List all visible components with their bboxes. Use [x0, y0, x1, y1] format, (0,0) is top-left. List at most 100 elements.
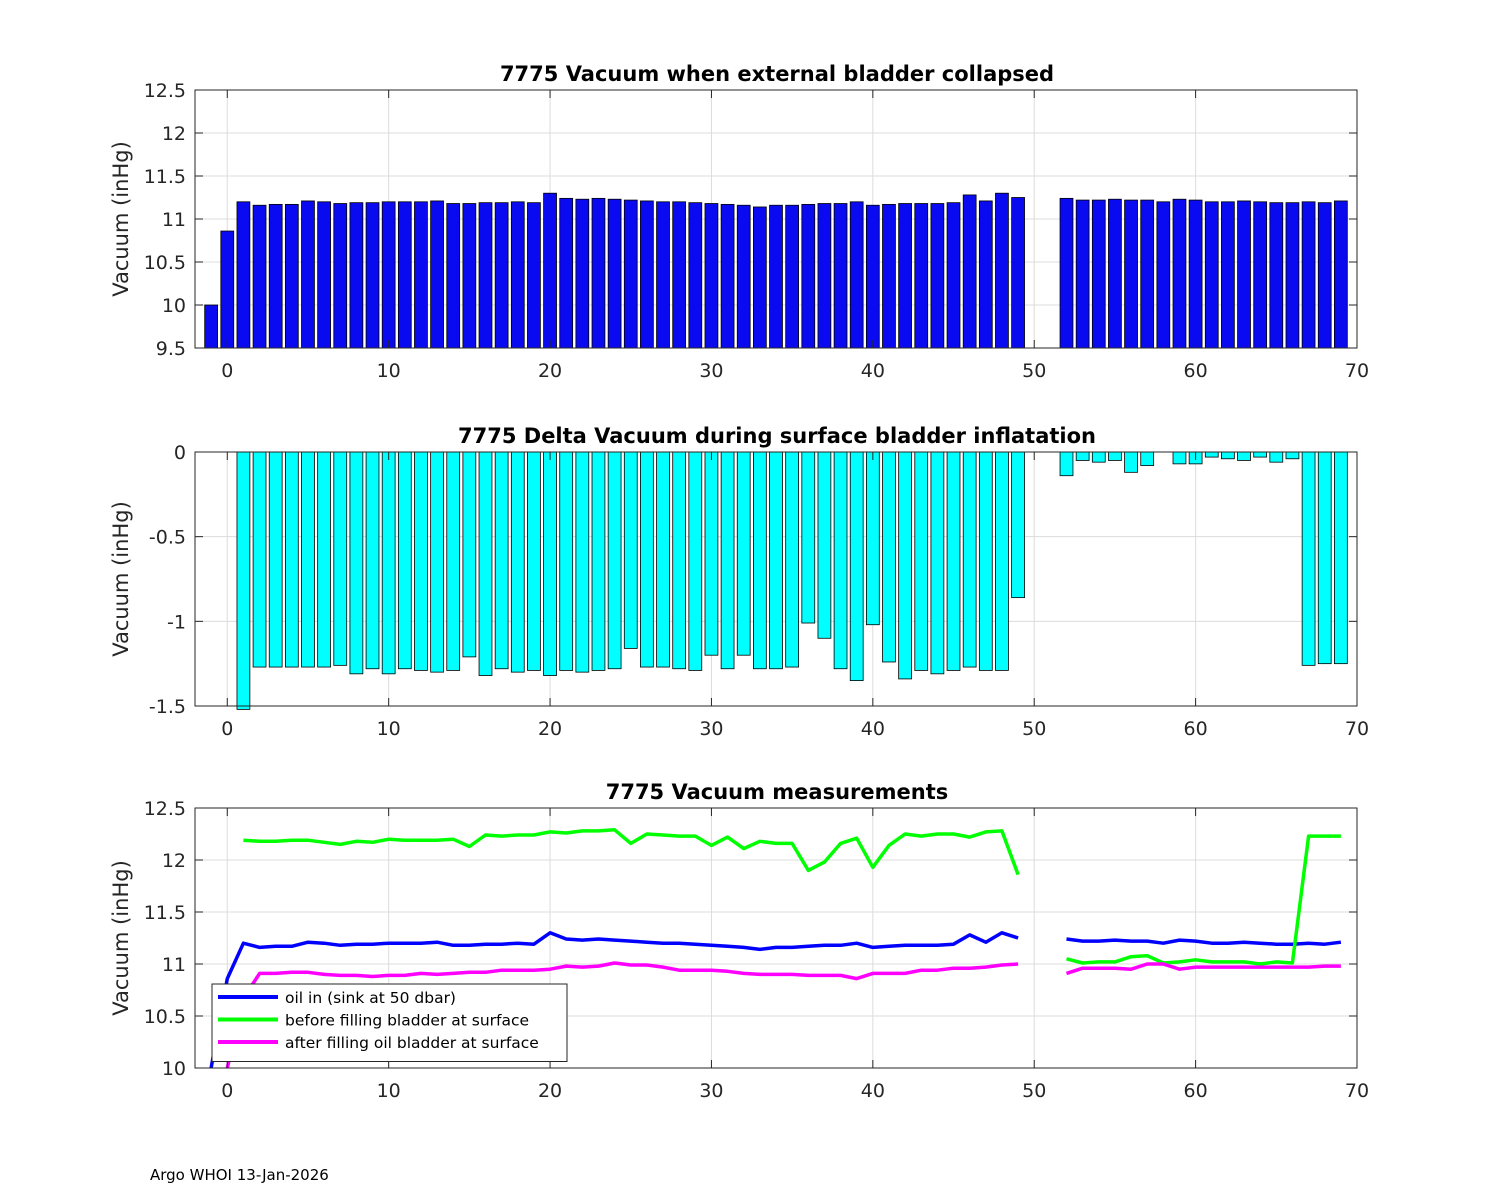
bar-delta-38 — [833, 451, 848, 670]
y-tick-label: 12.5 — [144, 80, 186, 102]
bar-collapsed-41 — [882, 203, 896, 349]
series-line-2-segment-1 — [1065, 962, 1341, 976]
y-tick-label: 10.5 — [144, 1006, 186, 1028]
series-group — [209, 828, 1342, 1068]
bar-collapsed-17 — [494, 202, 509, 349]
bar-delta-37 — [817, 451, 832, 639]
bar-collapsed-31 — [720, 203, 735, 349]
bar-collapsed-5 — [301, 200, 315, 349]
bar-collapsed-63 — [1237, 200, 1251, 349]
bar-collapsed-58 — [1156, 201, 1171, 349]
x-tick-label: 20 — [538, 360, 562, 382]
bar-collapsed-66 — [1285, 202, 1300, 349]
bar-delta-69 — [1334, 451, 1348, 665]
bar-collapsed-29 — [688, 202, 703, 349]
bar-collapsed-35 — [785, 204, 799, 349]
bar-delta-46 — [962, 451, 977, 668]
bar-collapsed-7 — [333, 203, 348, 349]
bar-collapsed-33 — [753, 206, 767, 349]
bar-delta-12 — [414, 451, 428, 671]
x-tick-label: 30 — [699, 360, 723, 382]
y-tick-label: 11.5 — [144, 902, 186, 924]
panel-vacuum-measurements: 0 10 20 30 40 50 60 70 10 10.5 11 11.5 12 12.5 7775 Va… — [109, 780, 1369, 1102]
y-tick-label: 10.5 — [144, 252, 186, 274]
bar-delta-42 — [898, 451, 912, 680]
bar-delta-18 — [510, 451, 525, 673]
bar-collapsed-67 — [1301, 201, 1316, 349]
x-tick-label: 40 — [861, 360, 885, 382]
y-axis-label: Vacuum (inHg) — [109, 860, 133, 1016]
bar-delta-8 — [349, 451, 364, 675]
bar-collapsed-39 — [849, 201, 864, 349]
bar-collapsed-65 — [1269, 202, 1284, 349]
bar-delta-67 — [1301, 451, 1316, 666]
bar-delta-4 — [284, 451, 299, 668]
bar-collapsed-4 — [284, 203, 299, 349]
bar-delta-5 — [301, 451, 315, 668]
bar-collapsed-37 — [817, 203, 832, 349]
x-tick-label: 0 — [221, 1080, 233, 1102]
bar-collapsed-26 — [640, 200, 654, 349]
bar-collapsed-11 — [397, 201, 412, 349]
bar-delta-13 — [430, 451, 444, 673]
bar-delta-3 — [268, 451, 283, 668]
bar-collapsed-28 — [672, 201, 687, 349]
bar-delta-15 — [462, 451, 477, 658]
bar-delta-14 — [446, 451, 461, 671]
x-tick-label: 10 — [377, 718, 401, 740]
bar-collapsed-2 — [252, 204, 267, 349]
bar-delta-20 — [543, 451, 557, 676]
bar-collapsed-9 — [365, 202, 380, 349]
bar-collapsed-12 — [414, 201, 428, 349]
bar-collapsed-45 — [946, 202, 961, 349]
bar-delta-33 — [753, 451, 767, 670]
bar-collapsed-46 — [962, 194, 977, 349]
bar-delta-32 — [736, 451, 751, 656]
bar-collapsed-32 — [736, 204, 751, 349]
y-tick-label: -0.5 — [149, 527, 186, 549]
bar-collapsed-18 — [510, 201, 525, 349]
chart-title: 7775 Vacuum measurements — [606, 780, 949, 804]
bar-collapsed--1 — [204, 304, 218, 349]
bar-collapsed-52 — [1059, 197, 1074, 349]
bar-delta-28 — [672, 451, 687, 670]
bar-delta-57 — [1140, 451, 1155, 466]
bar-delta-43 — [914, 451, 929, 671]
legend-label-2: after filling oil bladder at surface — [285, 1034, 539, 1052]
bar-delta-31 — [720, 451, 735, 670]
bar-collapsed-55 — [1108, 198, 1122, 349]
bar-delta-64 — [1253, 451, 1268, 458]
bar-delta-19 — [527, 451, 541, 671]
bar-collapsed-0 — [220, 230, 235, 349]
x-tick-label: 50 — [1022, 1080, 1046, 1102]
x-tick-label: 70 — [1345, 360, 1369, 382]
x-tick-label: 30 — [699, 1080, 723, 1102]
x-tick-label: 40 — [861, 718, 885, 740]
x-tick-label: 0 — [221, 360, 233, 382]
bar-collapsed-69 — [1334, 200, 1348, 349]
bar-delta-49 — [1011, 451, 1025, 599]
bar-collapsed-60 — [1188, 199, 1203, 349]
bar-collapsed-24 — [607, 198, 622, 349]
legend-label-0: oil in (sink at 50 dbar) — [285, 989, 456, 1007]
bar-delta-40 — [865, 451, 880, 626]
bar-delta-41 — [882, 451, 896, 663]
bar-collapsed-25 — [623, 199, 638, 349]
bar-collapsed-8 — [349, 202, 364, 349]
bar-delta-45 — [946, 451, 961, 671]
bar-collapsed-61 — [1204, 201, 1219, 349]
bar-collapsed-19 — [527, 202, 541, 349]
bar-delta-48 — [995, 451, 1009, 671]
y-tick-label: 10 — [162, 1058, 186, 1080]
bar-delta-36 — [801, 451, 816, 624]
bar-collapsed-56 — [1124, 199, 1138, 349]
bar-delta-21 — [559, 451, 574, 671]
chart-title: 7775 Delta Vacuum during surface bladder… — [458, 424, 1096, 448]
x-tick-label: 70 — [1345, 1080, 1369, 1102]
bar-collapsed-1 — [236, 201, 251, 349]
bar-collapsed-53 — [1075, 199, 1090, 349]
legend-label-1: before filling bladder at surface — [285, 1012, 529, 1030]
x-tick-label: 30 — [699, 718, 723, 740]
bar-delta-26 — [640, 451, 654, 668]
bar-collapsed-13 — [430, 200, 444, 349]
